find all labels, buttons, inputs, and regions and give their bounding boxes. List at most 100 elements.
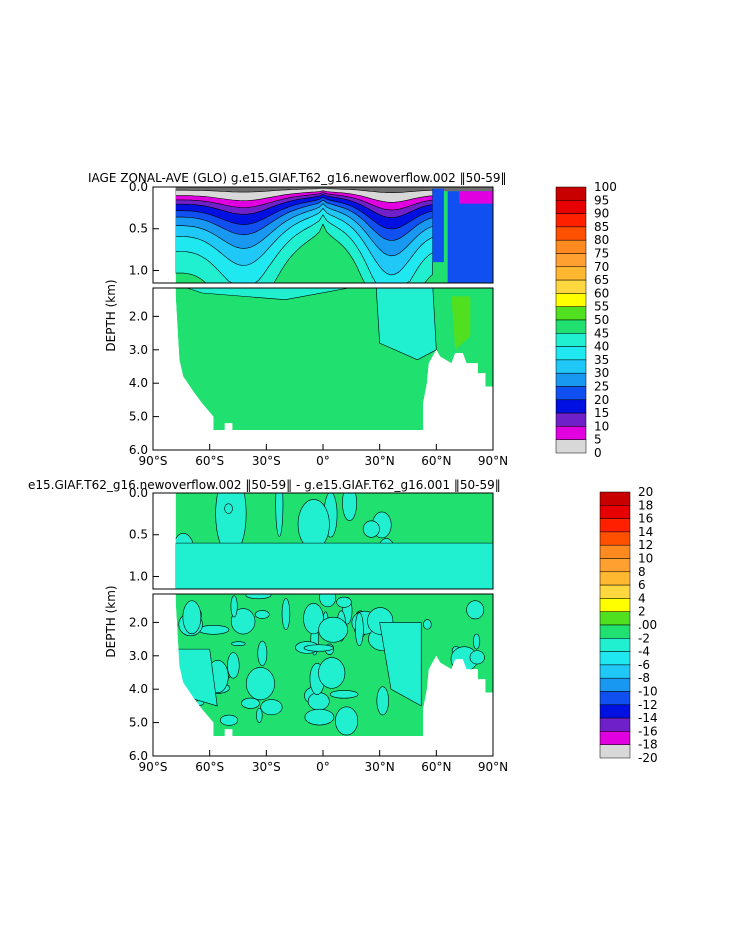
diff-blob (329, 690, 359, 699)
diff-blob (230, 595, 238, 618)
colorbar-2 (599, 491, 631, 759)
chart-title: IAGE ZONAL-AVE (GLO) g.e15.GIAF.T62_g16.… (88, 171, 506, 185)
colorbar-swatch (555, 213, 587, 228)
arctic-blue (447, 191, 493, 283)
colorbar-label: 100 (594, 180, 617, 194)
y-axis-label: DEPTH (km) (104, 279, 118, 351)
green-patch (451, 296, 471, 350)
y-tick-label: 4.0 (129, 682, 148, 696)
colorbar-swatch (599, 664, 631, 679)
diff-blob (423, 619, 432, 630)
y-tick-label: 5.0 (129, 410, 148, 424)
colorbar-label: -16 (638, 724, 658, 738)
x-tick-label: 30°S (252, 454, 281, 468)
diff-blob (182, 600, 202, 635)
diff-blob (231, 641, 246, 647)
diff-blob (303, 602, 324, 635)
colorbar-swatch (555, 226, 587, 241)
colorbar-1 (555, 186, 587, 454)
colorbar-swatch (599, 638, 631, 652)
diff-blob (307, 692, 330, 711)
colorbar-label: 4 (638, 591, 646, 605)
colorbar-swatch (599, 518, 631, 533)
colorbar-swatch (555, 279, 587, 294)
colorbar-label: -12 (638, 698, 658, 712)
x-tick-label: 30°N (365, 454, 395, 468)
diff-blob (336, 596, 352, 608)
x-tick-label: 60°N (421, 760, 451, 774)
diff-blob (254, 610, 270, 619)
colorbar-swatch (599, 558, 631, 573)
colorbar-swatch (555, 266, 587, 281)
x-tick-label: 90°S (139, 454, 168, 468)
panel-2: DEPTH (km) (104, 492, 494, 757)
colorbar-label: -8 (638, 671, 650, 685)
colorbar-label: 16 (638, 512, 653, 526)
diff-blob (318, 616, 348, 643)
diff-blob (260, 699, 283, 716)
diff-blob (304, 708, 335, 726)
colorbar-label: -4 (638, 645, 650, 659)
colorbar-label: 2 (638, 605, 646, 619)
colorbar-label: 35 (594, 353, 609, 367)
diff-blob (362, 520, 380, 538)
colorbar-label: 15 (594, 406, 609, 420)
colorbar-label: 60 (594, 286, 609, 300)
colorbar-swatch (555, 200, 587, 214)
y-tick-label: 0.0 (129, 180, 148, 194)
colorbar-swatch (599, 731, 631, 745)
colorbar-label: 12 (638, 538, 653, 552)
arctic-magenta (459, 191, 493, 204)
diff-blob (379, 622, 422, 707)
colorbar-label: 18 (638, 498, 653, 512)
diff-band (175, 542, 493, 590)
x-tick-label: 0° (316, 760, 330, 774)
field-2 (170, 493, 493, 756)
land-mask (170, 187, 493, 450)
y-tick-label: 3.0 (129, 649, 148, 663)
diff-blob (303, 644, 334, 652)
colorbar-label: 55 (594, 300, 609, 314)
colorbar-swatch (555, 359, 587, 374)
colorbar-swatch (555, 306, 587, 321)
colorbar-swatch (599, 717, 631, 732)
x-tick-label: 60°S (195, 454, 224, 468)
colorbar-swatch (555, 333, 587, 347)
colorbar-swatch (599, 677, 631, 692)
y-tick-label: 2.0 (129, 309, 148, 323)
diff-blob (257, 640, 268, 666)
upper-frame (152, 492, 494, 590)
colorbar-label: -2 (638, 631, 650, 645)
y-tick-label: 0.5 (129, 528, 148, 542)
colorbar-swatch (555, 399, 587, 414)
y-tick-label: 4.0 (129, 376, 148, 390)
x-tick-label: 60°S (195, 760, 224, 774)
colorbar-label: 8 (638, 565, 646, 579)
diff-blob (230, 608, 256, 635)
colorbar-swatch (555, 239, 587, 254)
diff-blob (472, 633, 481, 650)
colorbar-swatch (599, 744, 631, 759)
diff-blob (342, 493, 357, 521)
colorbar-label: 85 (594, 220, 609, 234)
upper-frame (152, 186, 494, 284)
x-tick-label: 60°N (421, 454, 451, 468)
colorbar-label: 14 (638, 525, 653, 539)
colorbar-label: 90 (594, 207, 609, 221)
colorbar-label: 25 (594, 380, 609, 394)
x-tick-label: 90°N (478, 454, 508, 468)
colorbar-label: 0 (594, 446, 602, 460)
panel-1: DEPTH (km) (104, 186, 494, 451)
diff-blob (245, 591, 272, 600)
colorbar-swatch (599, 531, 631, 546)
colorbar-label: -6 (638, 658, 650, 672)
colorbar-swatch (599, 704, 631, 719)
colorbar-swatch (555, 319, 587, 334)
diff-blob (469, 650, 485, 665)
colorbar-swatch (555, 439, 587, 454)
colorbar-label: -20 (638, 751, 658, 765)
colorbar-label: .00 (638, 618, 657, 632)
colorbar-swatch (599, 584, 631, 599)
colorbar-swatch (599, 691, 631, 706)
